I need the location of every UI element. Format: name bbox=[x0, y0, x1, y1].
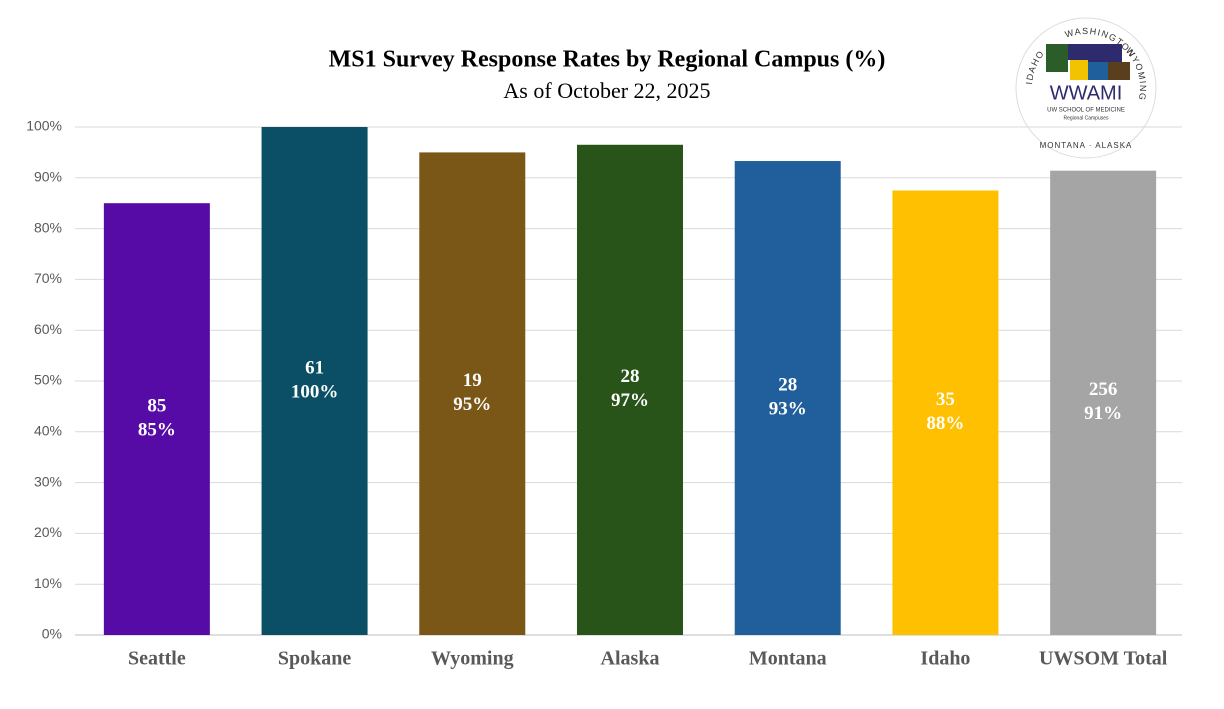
y-tick-label: 0% bbox=[42, 626, 62, 642]
count-label: 61 bbox=[305, 357, 324, 378]
bar bbox=[419, 152, 526, 635]
value-label: 95% bbox=[453, 394, 491, 415]
bar bbox=[103, 203, 210, 635]
logo-text: MONTANA · ALASKA bbox=[1040, 141, 1133, 150]
logo-map bbox=[1108, 62, 1130, 80]
y-tick-label: 10% bbox=[34, 575, 62, 591]
x-tick-label: Idaho bbox=[920, 648, 970, 670]
bar bbox=[1050, 170, 1157, 636]
chart-subtitle: As of October 22, 2025 bbox=[503, 78, 710, 103]
logo-map bbox=[1088, 62, 1108, 80]
logo-map bbox=[1068, 44, 1088, 60]
x-tick-label: Alaska bbox=[601, 648, 660, 670]
y-tick-label: 80% bbox=[34, 219, 62, 235]
bar bbox=[734, 161, 841, 635]
count-label: 28 bbox=[778, 374, 797, 395]
count-label: 256 bbox=[1089, 379, 1118, 400]
logo-map bbox=[1070, 60, 1088, 80]
count-label: 28 bbox=[621, 366, 640, 387]
y-tick-label: 40% bbox=[34, 423, 62, 439]
logo-text: UW SCHOOL OF MEDICINE bbox=[1047, 108, 1125, 114]
chart-title: MS1 Survey Response Rates by Regional Ca… bbox=[329, 47, 886, 73]
y-tick-label: 50% bbox=[34, 372, 62, 388]
y-tick-label: 70% bbox=[34, 270, 62, 286]
x-tick-label: Wyoming bbox=[431, 648, 514, 670]
logo-map bbox=[1046, 44, 1068, 72]
bar bbox=[892, 190, 999, 635]
y-tick-label: 90% bbox=[34, 169, 62, 185]
value-label: 88% bbox=[926, 413, 964, 434]
logo-name: WWAMI bbox=[1050, 82, 1123, 104]
value-label: 93% bbox=[769, 398, 807, 419]
value-label: 100% bbox=[291, 381, 339, 402]
x-tick-label: Seattle bbox=[128, 648, 186, 670]
value-label: 97% bbox=[611, 390, 649, 411]
value-label: 91% bbox=[1084, 403, 1122, 424]
bar bbox=[261, 127, 368, 635]
value-label: 85% bbox=[138, 419, 176, 440]
x-tick-label: Montana bbox=[749, 648, 827, 670]
y-tick-label: 30% bbox=[34, 473, 62, 489]
logo-map bbox=[1088, 44, 1122, 62]
logo: WASHINGTON WYOMING IDAHO MONTANA · ALASK… bbox=[1015, 17, 1157, 159]
logo-text: Regional Campuses bbox=[1063, 115, 1109, 121]
x-tick-label: Spokane bbox=[278, 648, 351, 670]
y-tick-label: 60% bbox=[34, 321, 62, 337]
count-label: 35 bbox=[936, 389, 955, 410]
count-label: 19 bbox=[463, 370, 482, 391]
bar bbox=[577, 144, 683, 635]
y-tick-label: 100% bbox=[26, 118, 62, 134]
count-label: 85 bbox=[147, 395, 166, 416]
y-tick-label: 20% bbox=[34, 524, 62, 540]
x-tick-label: UWSOM Total bbox=[1039, 648, 1168, 670]
